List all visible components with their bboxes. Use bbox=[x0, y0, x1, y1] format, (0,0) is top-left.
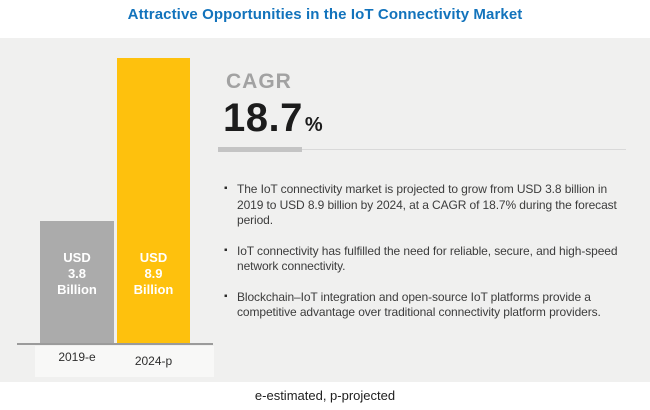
bar-2019-label-line1: USD bbox=[63, 250, 91, 265]
bullet-square-icon: ▪ bbox=[224, 290, 228, 302]
x-axis-label-strip bbox=[35, 346, 214, 377]
bar-2019-label-line2: 3.8 bbox=[67, 266, 87, 281]
bar-2019-label-line3: Billion bbox=[57, 282, 97, 297]
cagr-percent-sign: % bbox=[304, 114, 323, 136]
bar-2024-label-line3: Billion bbox=[133, 282, 174, 297]
insight-text-2: IoT connectivity has fulfilled the need … bbox=[237, 243, 618, 274]
bar-chart: USD 3.8 Billion USD 8.9 Billion 2019-e 2… bbox=[0, 38, 220, 382]
bar-2024-label-line2: 8.9 bbox=[144, 266, 163, 281]
bar-value-label-2024: USD 8.9 Billion bbox=[117, 250, 190, 298]
insight-text-3: Blockchain–IoT integration and open-sour… bbox=[237, 289, 601, 320]
footnote: e-estimated, p-projected bbox=[254, 388, 396, 403]
cagr-label: CAGR bbox=[226, 70, 292, 93]
bar-value-label-2019: USD 3.8 Billion bbox=[40, 250, 114, 298]
insight-list: ▪ The IoT connectivity market is project… bbox=[224, 182, 636, 336]
insight-item-3: ▪ Blockchain–IoT integration and open-so… bbox=[224, 290, 636, 321]
insight-item-2: ▪ IoT connectivity has fulfilled the nee… bbox=[224, 244, 636, 275]
bar-2024-label-line1: USD bbox=[139, 250, 168, 265]
page-title: Attractive Opportunities in the IoT Conn… bbox=[127, 6, 523, 23]
x-axis-line bbox=[17, 343, 213, 345]
content-panel: USD 3.8 Billion USD 8.9 Billion 2019-e 2… bbox=[0, 38, 650, 382]
insight-item-1: ▪ The IoT connectivity market is project… bbox=[224, 182, 636, 229]
bar-2019 bbox=[40, 221, 114, 343]
insight-text-1: The IoT connectivity market is projected… bbox=[237, 182, 617, 227]
bullet-square-icon: ▪ bbox=[224, 183, 228, 194]
cagr-value: 18.7 bbox=[223, 96, 303, 140]
cagr-value-group: 18.7 % bbox=[223, 96, 323, 141]
bullet-square-icon: ▪ bbox=[224, 244, 228, 256]
divider-accent-segment bbox=[218, 147, 302, 152]
x-tick-2019e: 2019-e bbox=[58, 350, 96, 364]
bar-2024 bbox=[117, 58, 190, 343]
divider-line bbox=[218, 149, 626, 150]
x-tick-2024p: 2024-p bbox=[134, 354, 173, 368]
